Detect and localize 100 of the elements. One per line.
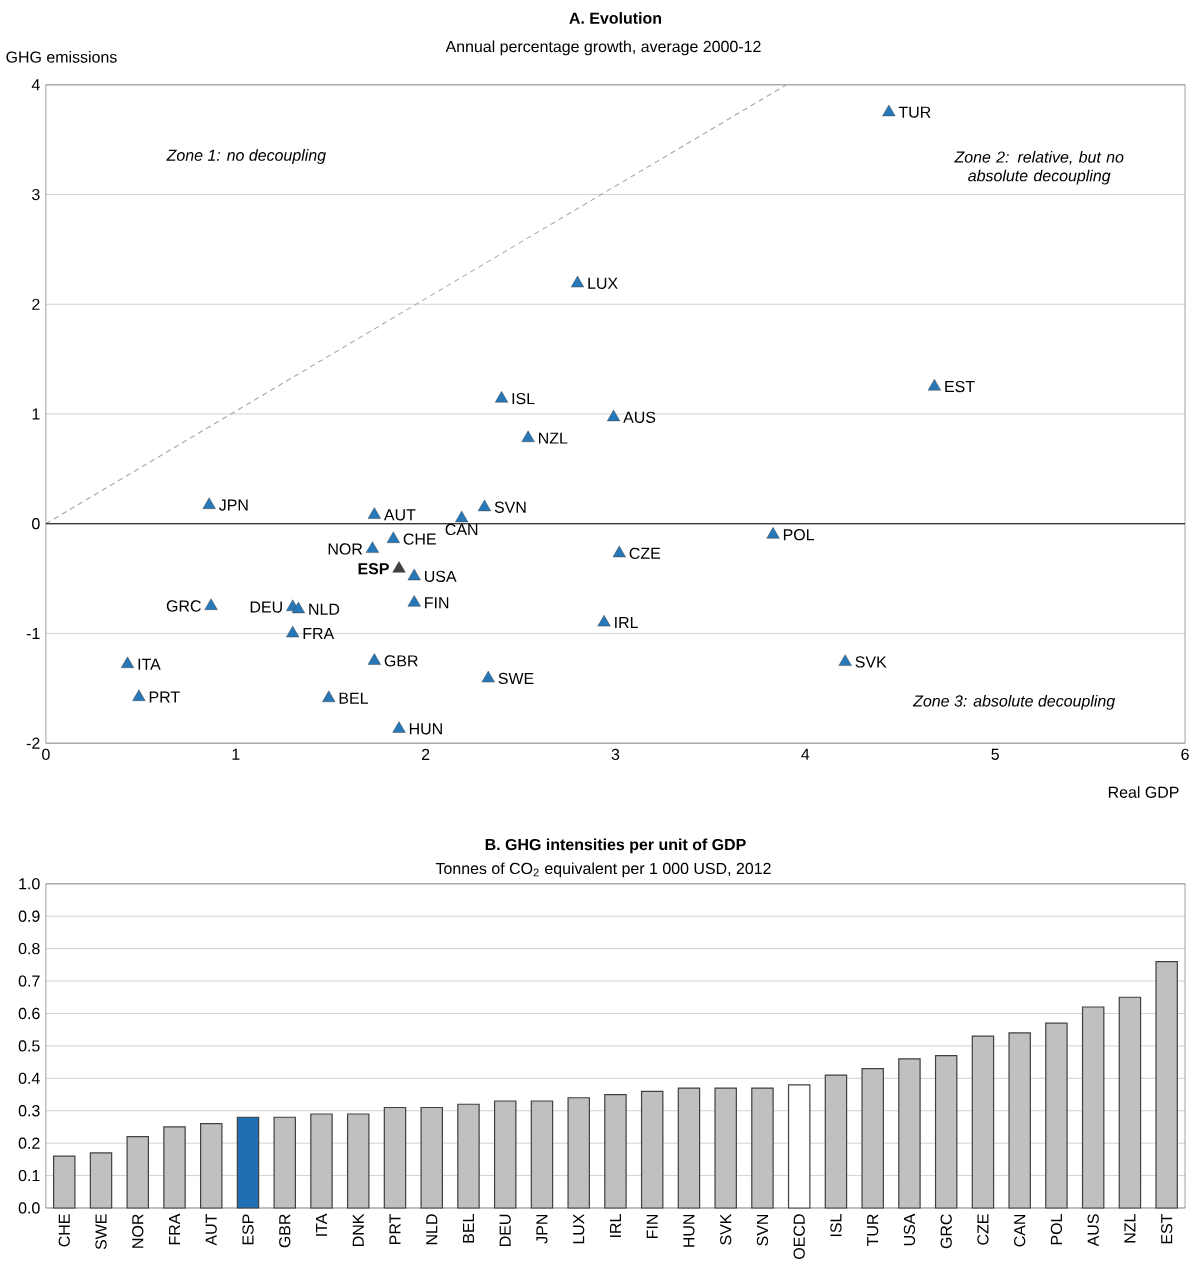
x-tick-label: FIN xyxy=(646,1214,658,1238)
y-tick-label: 0 xyxy=(32,518,40,530)
annotation: HUN xyxy=(410,723,442,735)
point xyxy=(386,531,400,543)
point xyxy=(204,598,218,610)
x-tick-label: BEL xyxy=(463,1214,475,1243)
x-tick-label: EST xyxy=(1161,1213,1173,1244)
y-tick-label: -1 xyxy=(26,627,40,639)
y-axis-title: GHG emissions xyxy=(6,50,117,63)
x-tick-label: ISL xyxy=(830,1214,842,1237)
annotation: ITA xyxy=(138,658,161,670)
point xyxy=(121,656,135,669)
y-tick-label: 0.8 xyxy=(18,943,40,955)
point xyxy=(392,721,406,733)
x-tick-label: 3 xyxy=(611,748,620,761)
point xyxy=(286,625,300,638)
x-tick-label: PRT xyxy=(389,1213,401,1244)
y-tick-label: 0.4 xyxy=(18,1072,40,1084)
x-tick-label: FRA xyxy=(169,1213,181,1245)
point xyxy=(367,653,381,665)
x-axis-title: Real GDP xyxy=(1109,786,1179,798)
annotation: CAN xyxy=(445,523,478,536)
annotation: LUX xyxy=(588,277,618,289)
x-tick-label: 1 xyxy=(232,748,240,760)
point xyxy=(407,568,421,581)
y-tick-label: 0.2 xyxy=(18,1137,40,1149)
y-tick-label: 0.1 xyxy=(18,1169,40,1182)
annotation: ESP xyxy=(358,563,390,575)
annotation: FIN xyxy=(425,597,449,609)
x-tick-label: 6 xyxy=(1181,748,1189,761)
x-tick-label: DNK xyxy=(352,1213,364,1246)
point xyxy=(597,614,611,627)
x-tick-label: SWE xyxy=(95,1214,107,1250)
x-tick-label: LUX xyxy=(573,1213,585,1244)
point xyxy=(766,527,780,539)
point xyxy=(495,391,509,403)
annotation: NLD xyxy=(309,603,340,615)
annotation: SVN xyxy=(494,501,526,513)
annotation: PRT xyxy=(149,691,180,703)
point xyxy=(322,690,336,703)
point xyxy=(571,275,585,288)
x-tick-label: ESP xyxy=(242,1214,254,1245)
annotation: SWE xyxy=(498,672,534,685)
point xyxy=(455,510,469,523)
point xyxy=(882,104,896,117)
point xyxy=(612,545,626,558)
annotation: EST xyxy=(945,380,975,393)
annotation: BEL xyxy=(339,692,369,704)
y-tick-label: 0.7 xyxy=(18,975,40,987)
annotation: Zone 1: no decoupling xyxy=(166,149,327,164)
x-tick-label: CAN xyxy=(1014,1214,1026,1247)
annotation: AUT xyxy=(384,509,416,521)
annotation: CHE xyxy=(403,533,437,545)
point xyxy=(607,409,621,422)
annotation: IRL xyxy=(615,616,639,628)
point xyxy=(838,654,852,666)
x-tick-label: SVN xyxy=(756,1214,769,1246)
point xyxy=(202,497,216,509)
annotation: Zone 2: relative, but no absolute decoupling xyxy=(954,151,1124,185)
y-tick-label: 0.3 xyxy=(18,1105,40,1117)
y-tick-label: 1 xyxy=(32,408,40,420)
x-tick-label: NZL xyxy=(1124,1214,1136,1243)
x-tick-label: CZE xyxy=(977,1214,989,1245)
x-tick-label: USA xyxy=(903,1213,916,1246)
annotation: GRC xyxy=(166,600,201,612)
annotation: ISL xyxy=(512,392,535,405)
chart-title: A. Evolution xyxy=(569,12,662,24)
x-tick-label: IRL xyxy=(610,1214,622,1237)
x-tick-label: 0 xyxy=(42,748,50,761)
x-tick-label: NLD xyxy=(426,1214,438,1245)
annotation: NZL xyxy=(539,432,568,444)
point xyxy=(478,499,492,512)
annotation: POL xyxy=(784,529,815,541)
point xyxy=(521,430,535,442)
y-tick-label: 0.5 xyxy=(18,1040,40,1052)
annotation: Zone 3: absolute decoupling xyxy=(912,694,1116,710)
chart-subtitle: Annual percentage growth, average 2000-12 xyxy=(445,40,761,56)
point xyxy=(367,507,381,519)
x-tick-label: SVK xyxy=(720,1213,732,1245)
annotation: JPN xyxy=(219,499,248,511)
x-tick-label: GBR xyxy=(279,1214,291,1248)
x-tick-label: POL xyxy=(1050,1214,1063,1245)
annotation: TUR xyxy=(898,106,931,118)
x-tick-label: DEU xyxy=(499,1214,511,1246)
x-tick-label: JPN xyxy=(536,1214,548,1244)
y-tick-label: 4 xyxy=(31,79,40,91)
x-tick-label: CHE xyxy=(58,1214,71,1247)
x-tick-label: TUR xyxy=(867,1214,879,1247)
x-tick-label: ITA xyxy=(316,1213,328,1236)
chart-title: B. GHG intensities per unit of GDP xyxy=(485,838,746,854)
annotation: AUS xyxy=(623,411,656,423)
annotation: USA xyxy=(425,570,457,583)
chart-subtitle: Tonnes of CO$_{2}$ equivalent per 1 000 USD, 2012 xyxy=(435,862,771,878)
y-tick-label: 1.0 xyxy=(19,878,40,890)
x-tick-label: GRC xyxy=(940,1214,952,1249)
x-tick-label: 2 xyxy=(422,748,430,760)
x-tick-label: OECD xyxy=(793,1214,805,1259)
y-tick-label: 0.0 xyxy=(18,1202,40,1214)
x-tick-label: 4 xyxy=(801,748,810,760)
point xyxy=(132,689,146,701)
